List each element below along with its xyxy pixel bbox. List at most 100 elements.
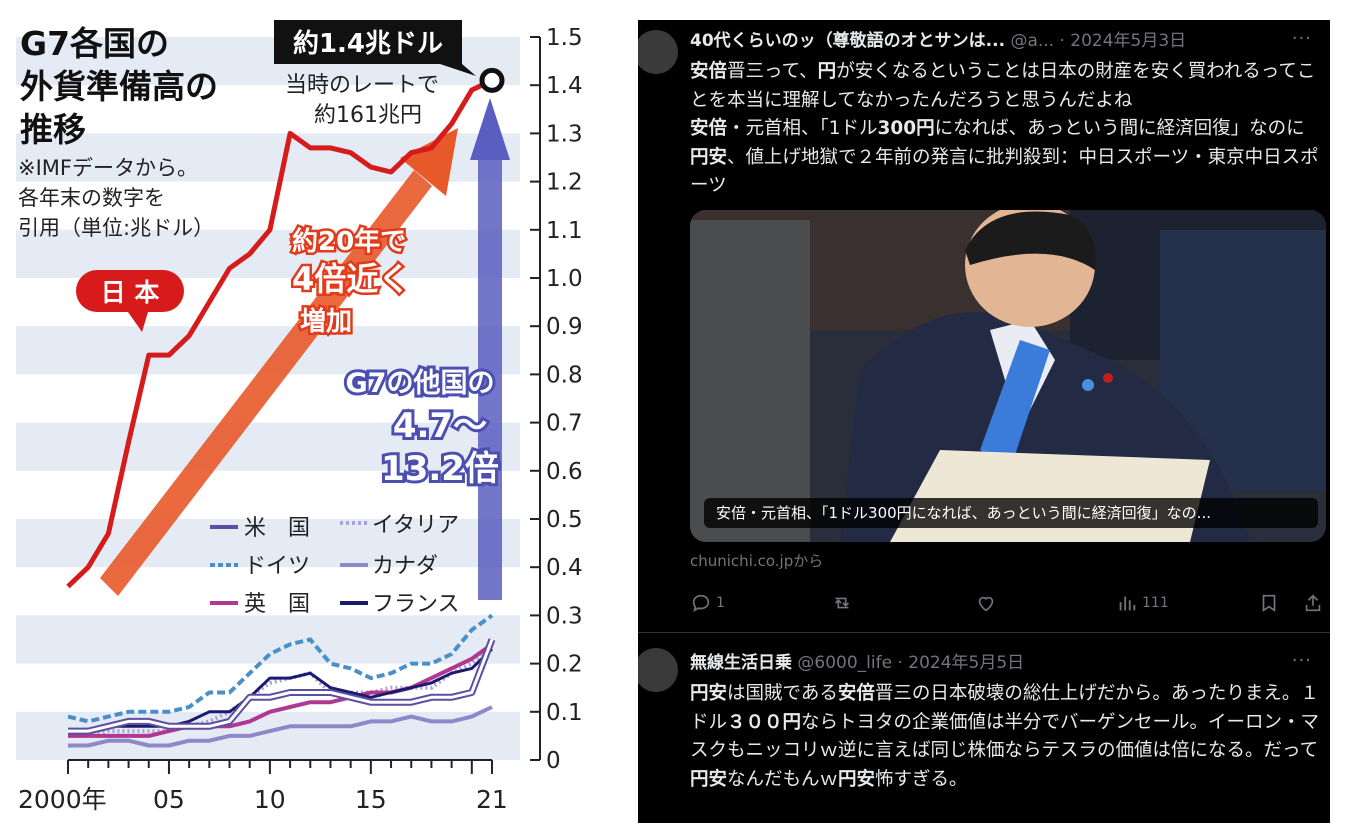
photo-illustration bbox=[690, 210, 1326, 542]
series-line-canada bbox=[68, 705, 493, 748]
tweet-date[interactable]: · 2024年5月5日 bbox=[897, 653, 1025, 673]
views-button[interactable]: 111 bbox=[1116, 590, 1169, 616]
callout-sub-line-2: 約161兆円 bbox=[314, 103, 422, 128]
link-card-caption[interactable]: 安倍・元首相、「1ドル300円になれば、あっという間に経済回復」なの... bbox=[704, 498, 1318, 528]
author-handle[interactable]: @a... bbox=[1010, 31, 1055, 51]
grid-band bbox=[16, 422, 520, 471]
legend-label-canada: カナダ bbox=[372, 554, 438, 579]
y-tick-label: 0.1 bbox=[546, 700, 583, 726]
others-line-2: 4.7～ bbox=[393, 406, 487, 446]
heart-icon bbox=[978, 596, 994, 612]
x-tick-label: 2000年 bbox=[18, 785, 107, 814]
callout-sub-line-1: 当時のレートで bbox=[285, 73, 439, 98]
orange-arrow-shaft bbox=[100, 170, 432, 596]
legend-label-france: フランス bbox=[372, 592, 460, 617]
y-tick-label: 1.2 bbox=[546, 170, 583, 196]
tweet-text-segment: 怖すぎる。 bbox=[875, 768, 968, 790]
y-tick-label: 1.0 bbox=[546, 266, 583, 292]
japan-label-bubble bbox=[76, 270, 184, 312]
series-line-italy bbox=[68, 642, 494, 738]
grid-band bbox=[16, 229, 520, 278]
more-options-button[interactable]: ··· bbox=[1291, 650, 1312, 671]
tweet-text-segment: が安くなるということは日本の財産を安く買われるってことを本当に理解してなかったん… bbox=[690, 61, 1316, 111]
share-button[interactable] bbox=[1302, 590, 1324, 616]
x-tick-label: 15 bbox=[355, 785, 387, 814]
like-button[interactable] bbox=[974, 590, 998, 616]
highlighted-keyword: ３００円 bbox=[727, 711, 802, 733]
retweet-icon bbox=[834, 597, 850, 609]
highlighted-keyword: 円 bbox=[817, 61, 837, 82]
highlighted-keyword: 円安 bbox=[838, 768, 876, 790]
chart-note-line-2: 各年末の数字を bbox=[18, 186, 165, 210]
highlighted-keyword: 安倍 bbox=[690, 61, 728, 82]
y-tick-label: 1.1 bbox=[546, 218, 583, 244]
blue-arrow-head bbox=[470, 98, 510, 160]
tweet-text-segment: 、値上げ地獄で２年前の発言に批判殺到：中日スポーツ・東京中日スポーツ bbox=[690, 146, 1319, 197]
tweet-text: 安倍晋三って、円が安くなるということは日本の財産を安く買われるってことを本当に理… bbox=[690, 58, 1320, 201]
link-card-image[interactable]: 安倍・元首相、「1ドル300円になれば、あっという間に経済回復」なの... bbox=[690, 210, 1326, 542]
author-name[interactable]: 無線生活日乗 bbox=[690, 653, 792, 673]
growth-line-3: 増加 bbox=[300, 307, 352, 337]
chart-title-line-2: 外貨準備高の bbox=[20, 67, 218, 106]
reply-count: 1 bbox=[716, 595, 725, 611]
chart-note-line-3: 引用（単位:兆ドル） bbox=[18, 216, 214, 240]
chart-note-line-1: ※IMFデータから。 bbox=[18, 156, 198, 180]
callout-pointer bbox=[440, 64, 476, 76]
share-icon bbox=[1305, 594, 1321, 612]
tweet-text: 円安は国賊である安倍晋三の日本破壊の総仕上げだから。あったりまえ。１ドル３００円… bbox=[690, 680, 1320, 794]
tweet-text-segment: ならトヨタの企業価値は半分でバーゲンセール。イーロン・マスクもニッコリｗ逆に言え… bbox=[690, 711, 1320, 762]
retweet-button[interactable] bbox=[830, 590, 854, 616]
more-options-button[interactable]: ··· bbox=[1291, 28, 1312, 49]
series-line-france bbox=[68, 648, 494, 733]
reply-button[interactable]: 1 bbox=[690, 590, 725, 616]
y-tick-label: 1.4 bbox=[546, 73, 583, 99]
y-tick-label: 0 bbox=[546, 748, 561, 774]
y-tick-label: 0.2 bbox=[546, 652, 583, 678]
chart-canvas: 0 0.1 0.2 0.3 0.4 0.5 0.6 0.7 0.8 0.9 1.0 1.1 1.2 1.3… bbox=[16, 20, 583, 814]
highlighted-keyword: 安倍 bbox=[837, 683, 875, 704]
link-card-source[interactable]: chunichi.co.jpから bbox=[690, 552, 824, 570]
author-handle[interactable]: @6000_life bbox=[797, 653, 893, 673]
tweet-date[interactable]: · 2024年5月3日 bbox=[1059, 31, 1187, 51]
tweet-header: 40代くらいのッ（尊敬語のオとサンは... @a... · 2024年5月3日 bbox=[690, 30, 1186, 52]
tweet-text-segment: になれば、あっという間に経済回復」なのに bbox=[934, 118, 1305, 139]
x-tick-label: 05 bbox=[153, 785, 185, 814]
others-line-1: G7の他国の bbox=[346, 368, 495, 399]
y-tick-label: 0.8 bbox=[546, 362, 583, 388]
series-line-japan bbox=[66, 78, 494, 589]
series-line-germany bbox=[67, 613, 494, 724]
x-tick-label: 10 bbox=[254, 785, 286, 814]
highlighted-keyword: 円安 bbox=[690, 768, 728, 790]
chart-title-line-1: G7各国の bbox=[20, 24, 169, 63]
tweet-text-segment: なんだもんｗ bbox=[727, 768, 839, 790]
analytics-icon bbox=[1119, 596, 1136, 611]
tweet-divider bbox=[638, 632, 1330, 633]
legend-label-germany: ドイツ bbox=[244, 554, 310, 579]
bookmark-button[interactable] bbox=[1258, 590, 1280, 616]
tweet-header: 無線生活日乗 @6000_life · 2024年5月5日 bbox=[690, 652, 1024, 674]
legend-label-italy: イタリア bbox=[372, 513, 459, 538]
series-line-uk bbox=[68, 642, 494, 738]
avatar[interactable] bbox=[638, 30, 678, 74]
y-tick-label: 1.5 bbox=[546, 25, 583, 51]
bookmark-icon bbox=[1262, 594, 1276, 612]
highlighted-keyword: 円安 bbox=[690, 683, 728, 704]
japan-latest-marker bbox=[479, 67, 505, 93]
y-tick-label: 0.6 bbox=[546, 459, 583, 485]
y-tick-label: 0.3 bbox=[546, 603, 583, 629]
callout-box bbox=[274, 20, 462, 64]
highlighted-keyword: 安倍 bbox=[690, 118, 728, 139]
author-name[interactable]: 40代くらいのッ（尊敬語のオとサンは... bbox=[690, 31, 1006, 51]
y-tick-label: 0.5 bbox=[546, 507, 583, 533]
chart-title-line-3: 推移 bbox=[20, 110, 86, 149]
view-count: 111 bbox=[1142, 595, 1169, 611]
avatar[interactable] bbox=[638, 648, 678, 692]
series-line-usa bbox=[68, 638, 494, 733]
legend-label-usa: 米 国 bbox=[244, 516, 310, 541]
legend-label-uk: 英 国 bbox=[244, 592, 310, 617]
tweet-text-segment: 晋三の日本破壊の総仕上げだから。あったりまえ。１ドル bbox=[690, 683, 1319, 733]
y-tick-label: 1.3 bbox=[546, 121, 583, 147]
reply-icon bbox=[692, 594, 710, 613]
highlighted-keyword: 300円 bbox=[877, 118, 935, 139]
orange-arrow-head bbox=[400, 128, 458, 196]
